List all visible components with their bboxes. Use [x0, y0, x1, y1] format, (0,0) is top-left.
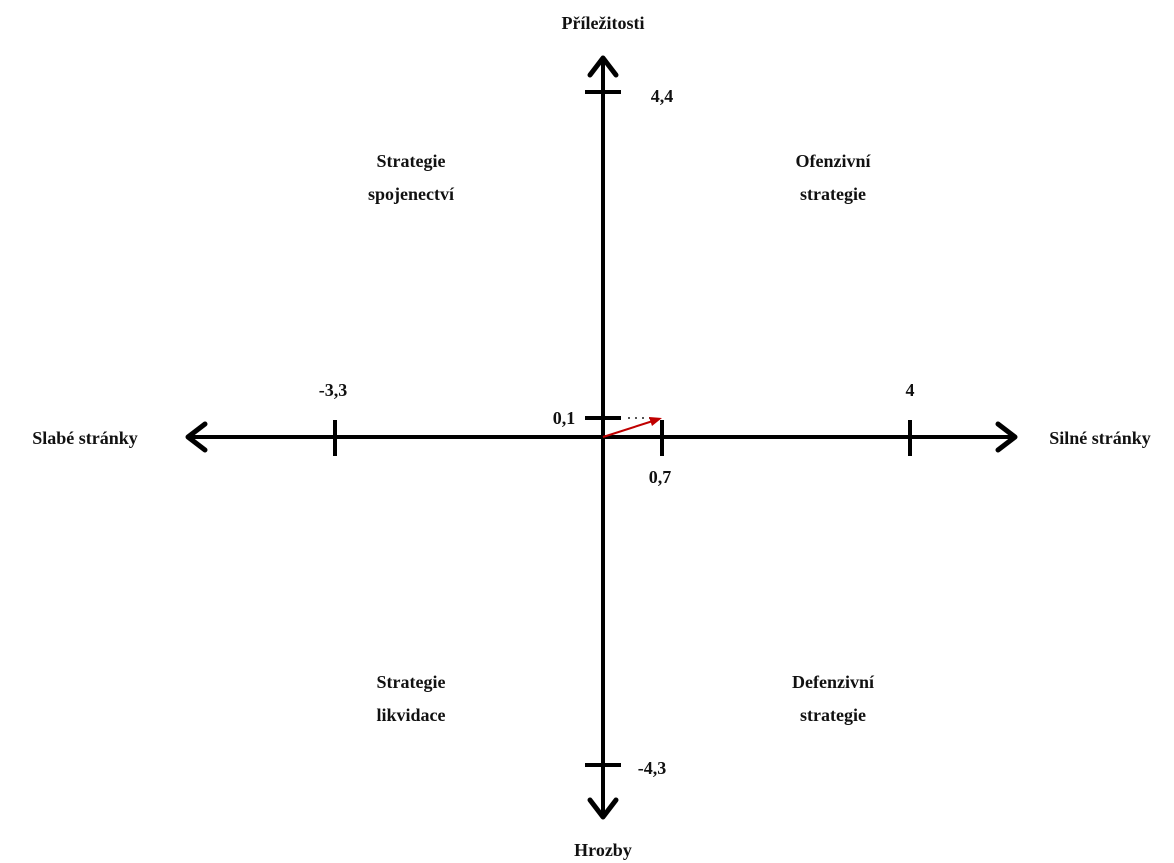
quadrant-label: spojenectví — [368, 184, 455, 204]
tick-label: 0,1 — [553, 408, 576, 428]
quadrant-label: Strategie — [377, 151, 446, 171]
axis-label-bottom: Hrozby — [574, 840, 632, 860]
quadrant-label: strategie — [800, 184, 866, 204]
quadrant-label: strategie — [800, 705, 866, 725]
axis-label-left: Slabé stránky — [32, 428, 138, 448]
quadrant-label: likvidace — [376, 705, 445, 725]
tick-label: 0,7 — [649, 467, 672, 487]
arrowhead-top — [587, 55, 619, 78]
arrowhead-right — [995, 421, 1018, 453]
axis-label-right: Silné stránky — [1049, 428, 1151, 448]
quadrant-label: Ofenzivní — [796, 151, 872, 171]
quadrant-label: Strategie — [377, 672, 446, 692]
axis-label-top: Příležitosti — [562, 13, 645, 33]
quadrant-label: Defenzivní — [792, 672, 875, 692]
tick-label: -4,3 — [638, 758, 667, 778]
arrowhead-left — [185, 421, 208, 453]
tick-label: -3,3 — [319, 380, 348, 400]
result-vector-head — [649, 417, 662, 426]
tick-label: 4,4 — [651, 86, 674, 106]
arrowhead-bottom — [587, 797, 619, 820]
tick-label: 4 — [906, 380, 915, 400]
result-vector — [602, 419, 657, 438]
